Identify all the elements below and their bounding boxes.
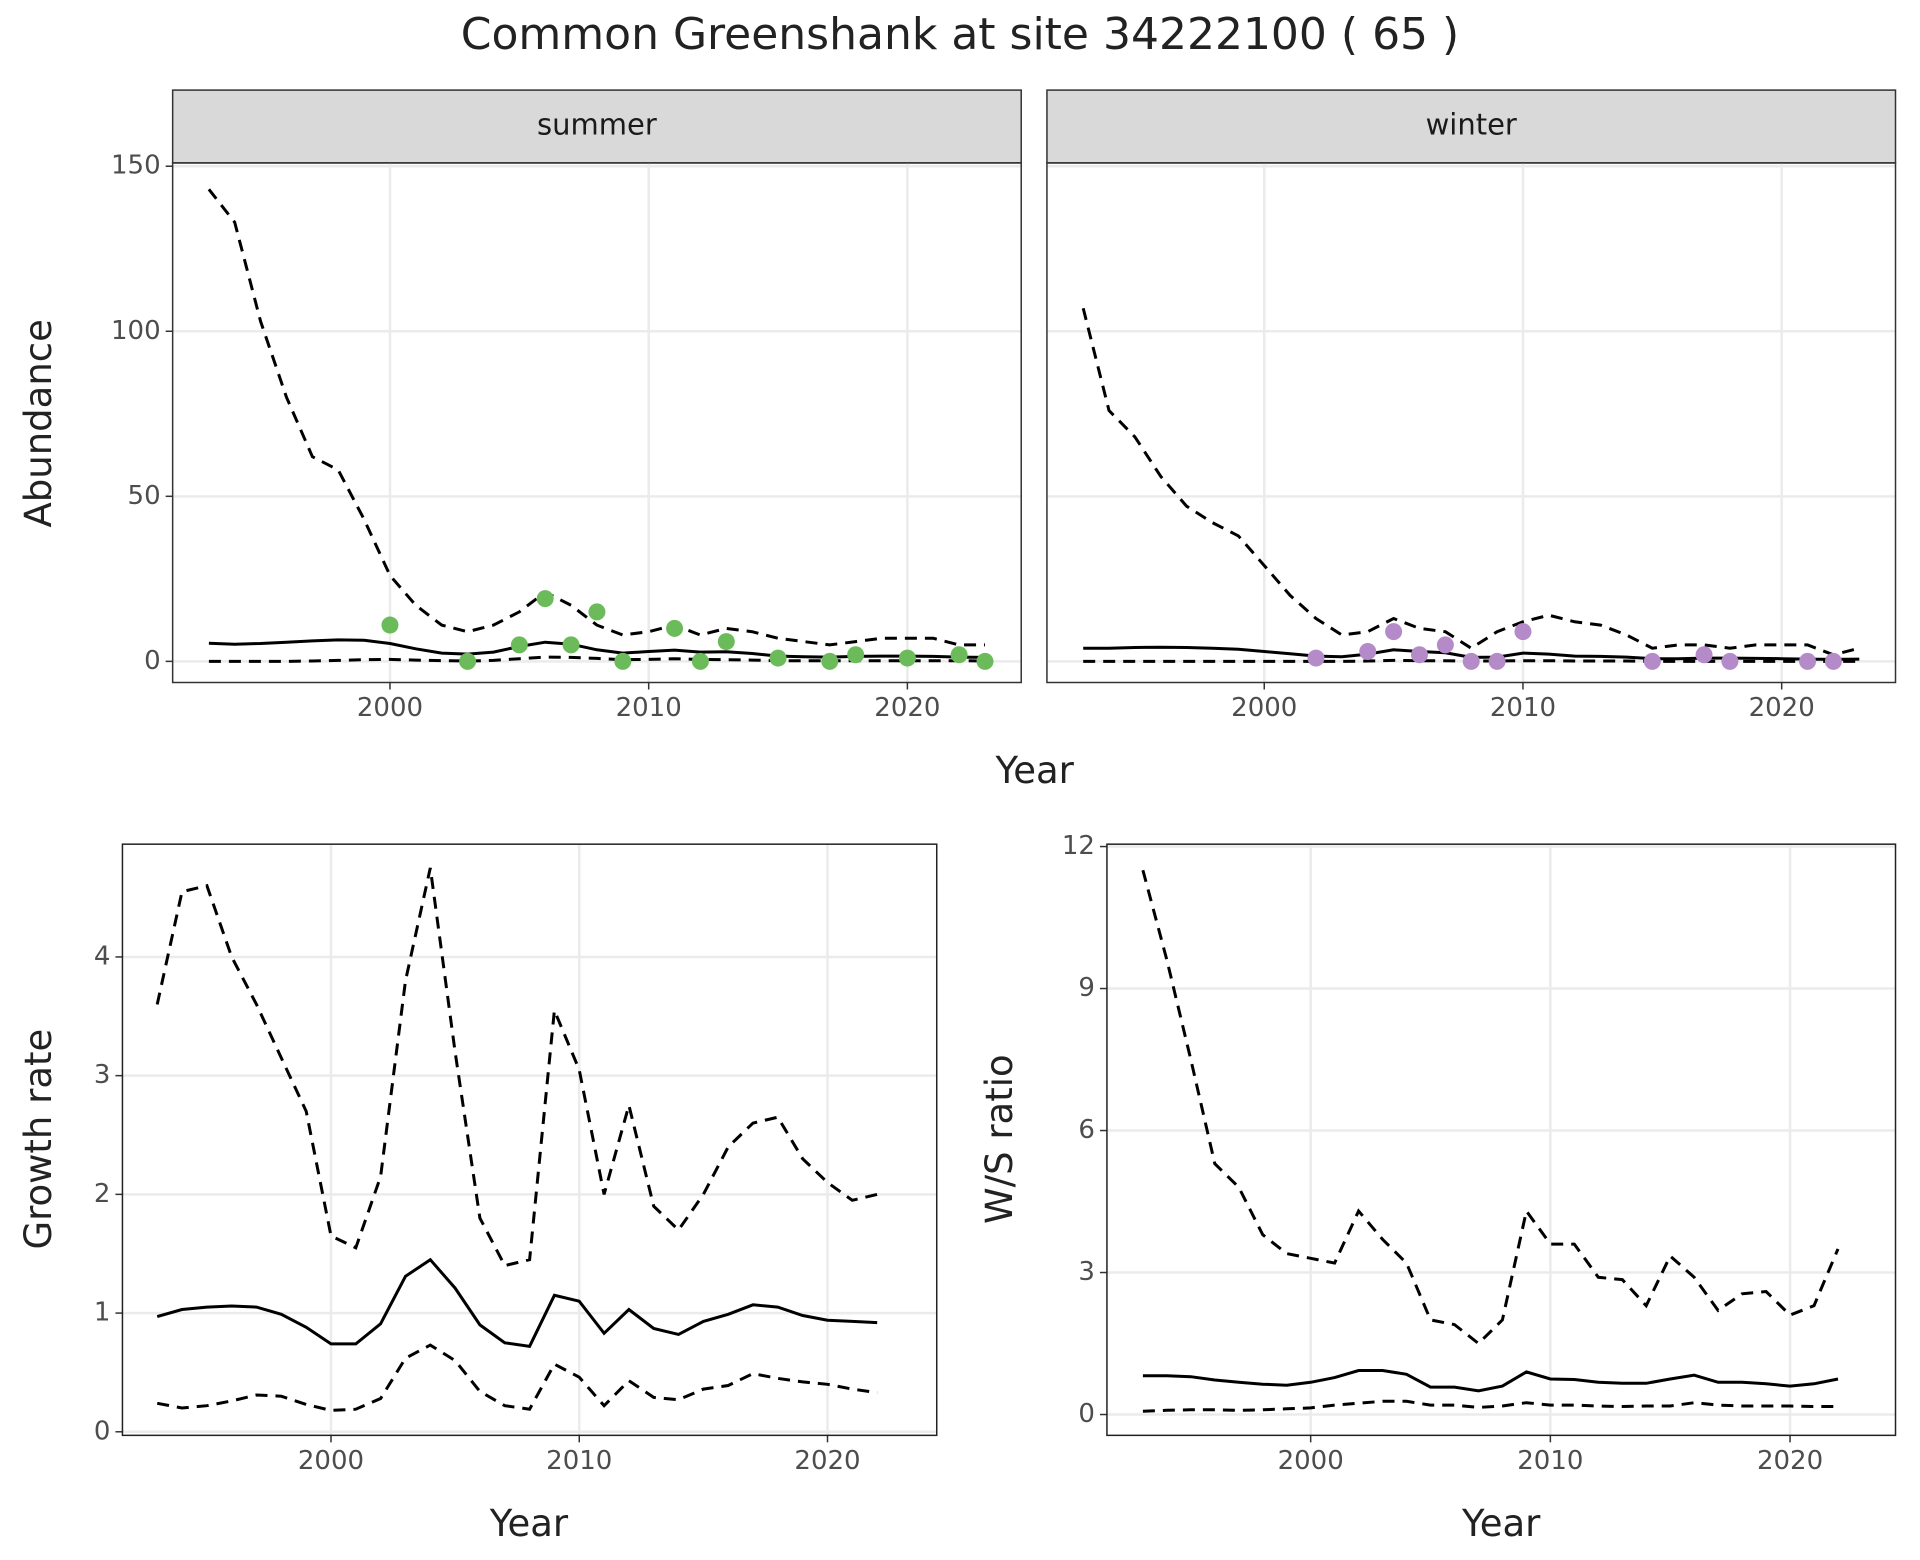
- series-line: [156, 1343, 878, 1412]
- plot-background: [172, 162, 1022, 683]
- data-point: [1462, 652, 1480, 670]
- data-point: [381, 616, 399, 634]
- panel-border: [121, 843, 938, 1437]
- y-tick-label: 0: [144, 646, 161, 676]
- data-point: [847, 646, 865, 664]
- data-point: [1514, 623, 1532, 641]
- strip-label: winter: [1426, 108, 1517, 142]
- data-point: [691, 652, 709, 670]
- data-point: [1436, 636, 1454, 654]
- data-point: [1307, 649, 1325, 667]
- x-tick-label: 2020: [874, 693, 940, 723]
- plot-background: [122, 844, 937, 1436]
- y-tick-label: 3: [1078, 1257, 1095, 1287]
- series-line: [1142, 1369, 1839, 1393]
- y-tick-label: 0: [94, 1416, 111, 1446]
- y-tick-label: 100: [111, 316, 161, 346]
- y-tick-label: 1: [94, 1298, 111, 1328]
- data-point: [976, 652, 994, 670]
- data-point: [1799, 652, 1817, 670]
- strip-label: summer: [537, 108, 657, 142]
- x-tick-label: 2000: [298, 1446, 364, 1476]
- x-tick-label: 2020: [794, 1446, 860, 1476]
- y-tick-label: 2: [94, 1179, 111, 1209]
- data-point: [666, 619, 684, 637]
- x-axis-label: Year: [489, 1502, 569, 1545]
- y-tick-label: 9: [1078, 973, 1095, 1003]
- series-line: [1142, 1399, 1838, 1413]
- data-point: [1410, 646, 1428, 664]
- data-point: [717, 633, 735, 651]
- data-point: [1824, 652, 1842, 670]
- series-line: [155, 867, 878, 1268]
- x-tick-label: 2020: [1749, 693, 1815, 723]
- data-point: [950, 646, 968, 664]
- x-axis-label: Year: [1461, 1502, 1541, 1545]
- x-tick-label: 2020: [1757, 1446, 1823, 1476]
- plot-background: [1046, 162, 1896, 683]
- y-axis-label: W/S ratio: [978, 1054, 1021, 1224]
- data-point: [821, 652, 839, 670]
- series-line: [156, 1257, 878, 1348]
- x-tick-label: 2010: [616, 693, 682, 723]
- series-line: [1141, 869, 1840, 1346]
- data-point: [588, 603, 606, 621]
- data-point: [536, 590, 554, 608]
- series-line: [1081, 307, 1860, 657]
- data-point: [1385, 623, 1403, 641]
- y-tick-label: 12: [1062, 831, 1095, 861]
- y-tick-label: 0: [1078, 1399, 1095, 1429]
- y-tick-label: 6: [1078, 1115, 1095, 1145]
- data-point: [614, 652, 632, 670]
- series-line: [207, 188, 985, 647]
- x-tick-label: 2000: [1231, 693, 1297, 723]
- strip-background: [1046, 89, 1897, 164]
- y-tick-label: 150: [111, 151, 161, 181]
- x-axis-label: Year: [995, 749, 1075, 792]
- panel-border: [1046, 162, 1897, 684]
- y-tick-label: 50: [128, 481, 161, 511]
- y-axis-label: Abundance: [17, 319, 60, 527]
- y-axis-label: Growth rate: [17, 1029, 60, 1250]
- x-tick-label: 2010: [546, 1446, 612, 1476]
- data-point: [898, 649, 916, 667]
- strip-background: [171, 89, 1022, 164]
- y-tick-label: 4: [94, 941, 111, 971]
- x-tick-label: 2000: [357, 693, 423, 723]
- data-point: [1488, 652, 1506, 670]
- data-point: [1695, 646, 1713, 664]
- data-point: [1359, 642, 1377, 660]
- figure-title: Common Greenshank at site 34222100 ( 65 …: [461, 9, 1459, 60]
- data-point: [1643, 652, 1661, 670]
- y-tick-label: 3: [94, 1060, 111, 1090]
- plot-background: [1106, 844, 1896, 1436]
- data-point: [459, 652, 477, 670]
- x-tick-label: 2010: [1490, 693, 1556, 723]
- data-point: [562, 636, 580, 654]
- panel-border: [1106, 843, 1897, 1437]
- data-point: [1721, 652, 1739, 670]
- data-point: [510, 636, 528, 654]
- x-tick-label: 2010: [1517, 1446, 1583, 1476]
- x-tick-label: 2000: [1278, 1446, 1344, 1476]
- panel-border: [171, 162, 1022, 684]
- data-point: [769, 649, 787, 667]
